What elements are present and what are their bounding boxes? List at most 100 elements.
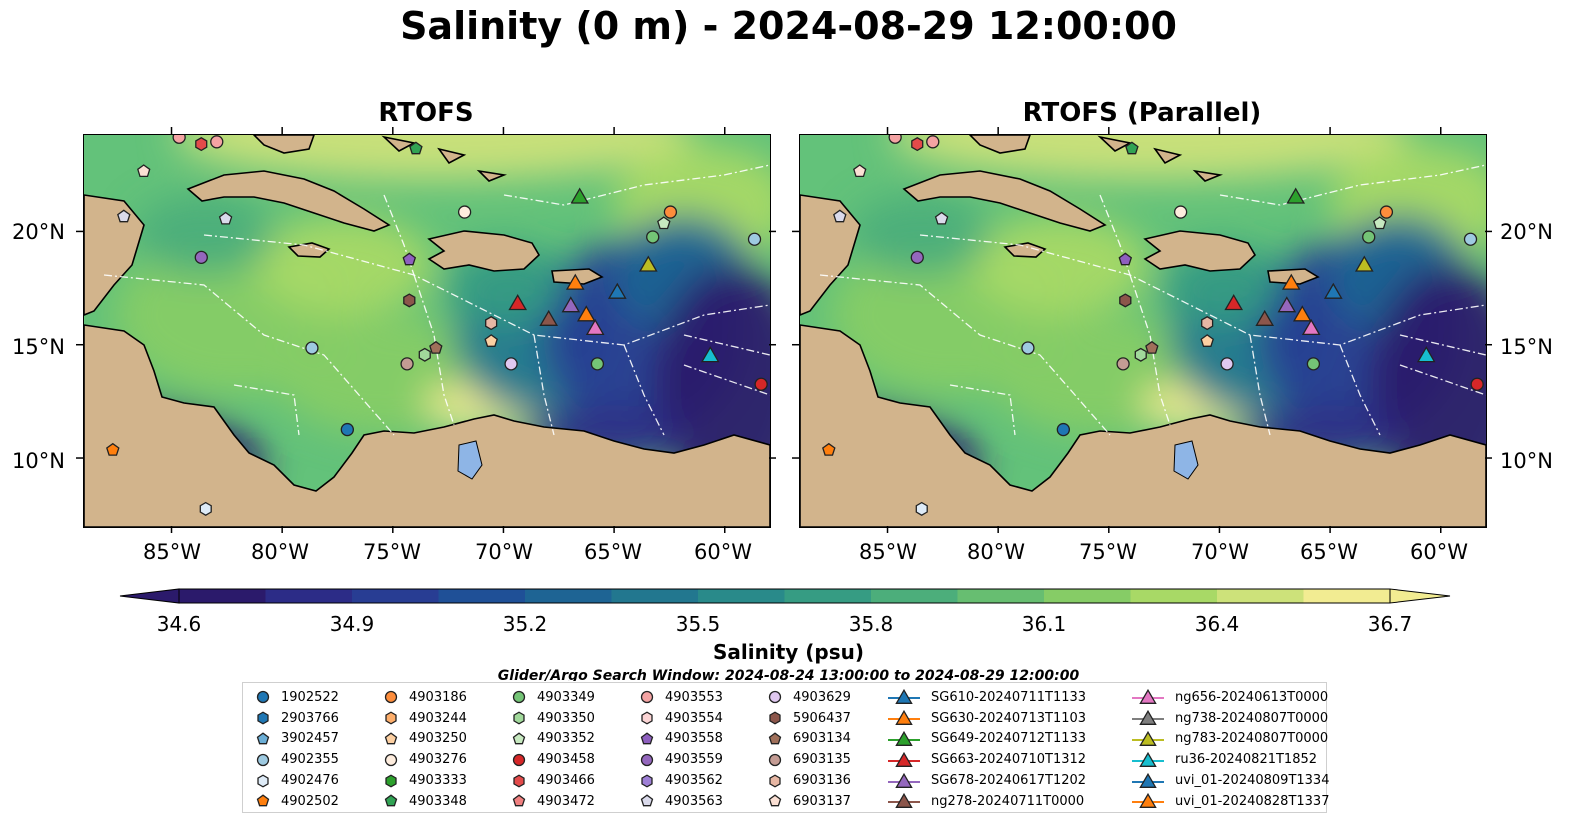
marker-4903466[interactable] [195, 137, 208, 152]
marker-4903250[interactable] [1200, 334, 1214, 347]
legend-triangle[interactable] [895, 689, 913, 705]
legend-hexagon[interactable] [769, 711, 781, 725]
marker-6903136[interactable] [485, 316, 498, 331]
marker-4903349[interactable] [1306, 357, 1321, 371]
marker-4903553[interactable] [888, 135, 902, 144]
legend-circle[interactable] [256, 753, 270, 766]
marker-1902522[interactable] [1056, 422, 1070, 437]
marker-SG649-20240712T1133[interactable] [1286, 187, 1306, 204]
marker-SG663-20240710T1312[interactable] [508, 294, 528, 311]
marker-4903629[interactable] [1220, 357, 1234, 371]
marker-6903136[interactable] [1201, 316, 1214, 331]
marker-4903349[interactable] [646, 230, 660, 244]
legend-circle[interactable] [768, 691, 782, 704]
marker-4903563[interactable] [833, 209, 847, 223]
marker-SG678-20240617T1202[interactable] [561, 296, 581, 313]
marker-4902502[interactable] [106, 442, 120, 456]
marker-SG663-20240710T1312[interactable] [1224, 294, 1244, 311]
marker-4903349[interactable] [1362, 230, 1376, 244]
marker-ng656-20240613T0000[interactable] [585, 318, 605, 336]
marker-1902522[interactable] [340, 422, 354, 437]
marker-6903135[interactable] [400, 357, 414, 371]
legend-triangle[interactable] [1139, 772, 1157, 788]
legend-hexagon[interactable] [513, 774, 525, 788]
marker-SG649-20240712T1133[interactable] [570, 187, 590, 204]
marker-4903348[interactable] [1125, 141, 1139, 155]
marker-4903186[interactable] [663, 205, 678, 219]
marker-4903250[interactable] [484, 334, 498, 347]
legend-circle[interactable] [640, 691, 654, 704]
legend-pentagon[interactable] [384, 732, 398, 745]
legend-triangle[interactable] [895, 793, 913, 809]
marker-4902355[interactable] [1021, 341, 1035, 355]
marker-6903134[interactable] [429, 340, 443, 354]
marker-4902355[interactable] [747, 232, 762, 246]
marker-4903276[interactable] [1173, 205, 1188, 219]
marker-4903559[interactable] [910, 250, 924, 265]
legend-hexagon[interactable] [385, 774, 397, 788]
marker-4903349[interactable] [590, 357, 605, 371]
marker-5906437[interactable] [1119, 293, 1132, 308]
marker-ru36-20240821T1852[interactable] [1416, 346, 1436, 363]
legend-triangle[interactable] [1139, 689, 1157, 705]
marker-4903563[interactable] [218, 211, 233, 225]
marker-4903558[interactable] [402, 252, 417, 266]
marker-ng278-20240711T0000[interactable] [1255, 309, 1275, 326]
marker-SG678-20240617T1202[interactable] [1277, 296, 1297, 313]
marker-4903466[interactable] [911, 137, 924, 152]
marker-4903559[interactable] [194, 250, 208, 265]
legend-hexagon[interactable] [257, 711, 269, 725]
marker-4902355[interactable] [305, 341, 319, 355]
legend-pentagon[interactable] [384, 794, 398, 807]
marker-4903553[interactable] [210, 135, 224, 149]
legend-triangle[interactable] [895, 751, 913, 767]
legend-pentagon[interactable] [512, 732, 526, 745]
legend-pentagon[interactable] [256, 732, 270, 745]
map-panel-rtofs-parallel[interactable] [799, 134, 1487, 528]
legend-triangle[interactable] [1139, 793, 1157, 809]
legend-triangle[interactable] [895, 710, 913, 726]
marker-SG610-20240711T1133[interactable] [607, 282, 627, 299]
legend-circle[interactable] [768, 753, 782, 766]
marker-4903458[interactable] [754, 377, 768, 391]
marker-4903629[interactable] [504, 357, 518, 371]
marker-4903350[interactable] [418, 347, 431, 362]
marker-ng656-20240613T0000[interactable] [1301, 318, 1321, 336]
marker-4902355[interactable] [1463, 232, 1478, 246]
marker-4903553[interactable] [172, 135, 186, 144]
legend-triangle[interactable] [895, 772, 913, 788]
marker-4903553[interactable] [926, 135, 940, 149]
legend-hexagon[interactable] [641, 711, 653, 725]
marker-ng783-20240807T0000[interactable] [1354, 255, 1374, 272]
marker-4902476[interactable] [915, 501, 928, 516]
legend-circle[interactable] [256, 691, 270, 704]
legend-triangle[interactable] [1139, 730, 1157, 746]
legend-circle[interactable] [384, 753, 398, 766]
marker-6903134[interactable] [1145, 340, 1159, 354]
legend-circle[interactable] [384, 691, 398, 704]
marker-ng278-20240711T0000[interactable] [539, 309, 559, 326]
marker-4903350[interactable] [1134, 347, 1147, 362]
marker-SG630-20240713T1103[interactable] [565, 273, 585, 290]
marker-4903563[interactable] [934, 211, 949, 225]
marker-4903352[interactable] [1373, 216, 1387, 230]
legend-triangle[interactable] [1139, 710, 1157, 726]
map-panel-rtofs[interactable] [83, 134, 771, 528]
legend-hexagon[interactable] [257, 774, 269, 788]
marker-6903137[interactable] [137, 164, 151, 178]
marker-4902502[interactable] [822, 442, 836, 456]
legend-pentagon[interactable] [640, 794, 654, 807]
legend-circle[interactable] [640, 753, 654, 766]
legend-triangle[interactable] [1139, 751, 1157, 767]
legend-pentagon[interactable] [768, 794, 782, 807]
legend-pentagon[interactable] [512, 794, 526, 807]
legend-circle[interactable] [512, 753, 526, 766]
marker-uvi_01-20240828T1337[interactable] [576, 305, 596, 322]
legend-circle[interactable] [512, 691, 526, 704]
marker-4903563[interactable] [117, 209, 131, 223]
marker-4903186[interactable] [1379, 205, 1394, 219]
legend-pentagon[interactable] [768, 732, 782, 745]
marker-SG610-20240711T1133[interactable] [1323, 282, 1343, 299]
legend-pentagon[interactable] [640, 732, 654, 745]
marker-5906437[interactable] [403, 293, 416, 308]
